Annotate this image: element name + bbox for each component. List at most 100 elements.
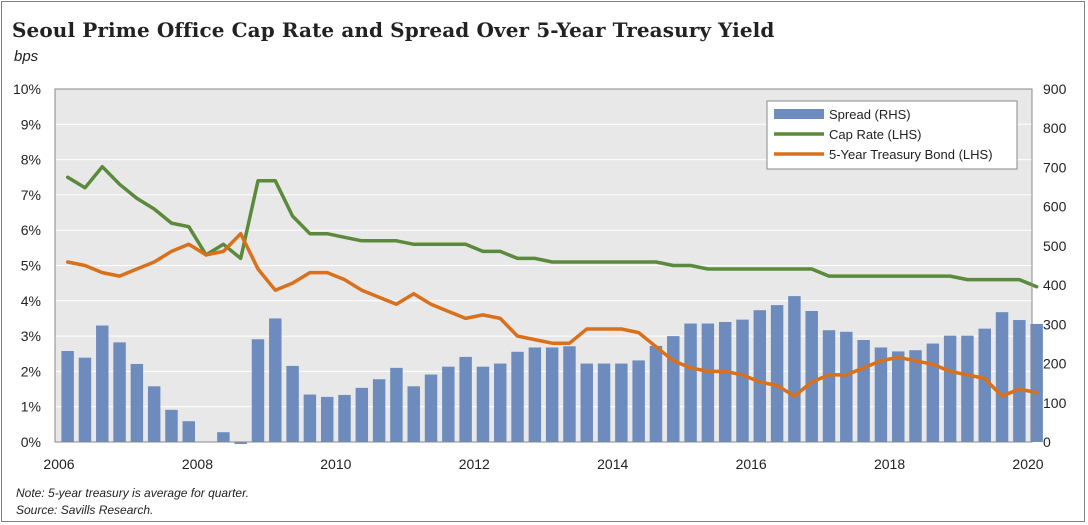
x-tick-label: 2010 [320, 456, 351, 472]
spread-bars [61, 296, 1043, 444]
y-left-tick-label: 3% [21, 328, 41, 344]
spread-bar [1013, 320, 1026, 442]
spread-bar [978, 328, 991, 442]
y-left-tick-label: 5% [21, 258, 41, 274]
y-left-tick-label: 9% [21, 116, 41, 132]
spread-bar [788, 296, 801, 442]
y-right-tick-label: 600 [1043, 199, 1067, 215]
spread-bar [217, 432, 230, 442]
spread-bar [684, 323, 697, 442]
spread-bar [667, 336, 680, 442]
spread-bar [269, 318, 282, 442]
treasury-line [65, 231, 1039, 398]
spread-bar [320, 396, 334, 442]
spread-bar [407, 386, 420, 442]
legend: Spread (RHS) Cap Rate (LHS) 5-Year Treasur… [766, 100, 1018, 170]
y-right-tick-label: 500 [1043, 238, 1067, 254]
spread-bar [476, 366, 490, 442]
spread-bar [113, 342, 126, 442]
axes: 0% 1% 2% 3% 4% 5% 6% 7% 8% 9% 10% 0 100 200 300 400 500 6… [13, 81, 1067, 472]
y-right-tick-label: 0 [1043, 434, 1051, 450]
legend-label: 5-Year Treasury Bond (LHS) [829, 147, 993, 162]
spread-bar [1030, 323, 1043, 442]
spread-bar [874, 347, 888, 442]
y-right-tick-label: 700 [1043, 159, 1067, 175]
spread-bar [736, 319, 749, 442]
y-left-tick-label: 0% [21, 434, 41, 450]
spread-bar [234, 442, 247, 444]
spread-bar [615, 363, 628, 442]
note-text: Note: 5-year treasury is average for qua… [16, 486, 249, 500]
spread-bar [891, 351, 905, 442]
spread-bar [909, 350, 922, 442]
y-left-tick-label: 10% [13, 81, 41, 97]
spread-bar [563, 346, 576, 442]
legend-label: Cap Rate (LHS) [829, 127, 921, 142]
legend-swatch-spread [774, 109, 824, 119]
x-tick-label: 2008 [182, 456, 213, 472]
spread-bar [442, 366, 455, 442]
spread-bar [303, 394, 317, 442]
legend-label: Spread (RHS) [829, 107, 911, 122]
chart-svg: 0% 1% 2% 3% 4% 5% 6% 7% 8% 9% 10% 0 100 200 300 400 500 6… [13, 81, 1067, 472]
spread-bar [130, 363, 144, 442]
spread-bar [424, 374, 438, 442]
spread-bar [632, 360, 645, 442]
spread-bar [78, 357, 92, 442]
spread-bar [580, 363, 593, 442]
spread-bar [649, 345, 663, 442]
spread-bar [355, 387, 369, 442]
y-right-tick-label: 800 [1043, 120, 1067, 136]
spread-bar [545, 347, 559, 442]
y-right-tick-label: 200 [1043, 356, 1067, 372]
spread-bar [338, 394, 351, 442]
spread-bar [943, 335, 957, 442]
spread-bar [251, 339, 265, 442]
y-right-tick-label: 400 [1043, 277, 1067, 293]
y-left-tick-label: 8% [21, 152, 41, 168]
y-right-tick-label: 900 [1043, 81, 1067, 97]
spread-bar [494, 363, 507, 442]
spread-bar [511, 351, 524, 442]
spread-bar [147, 386, 161, 442]
spread-bar [805, 310, 818, 442]
y-right-tick-label: 300 [1043, 316, 1067, 332]
spread-bar [96, 325, 109, 442]
chart-title: Seoul Prime Office Cap Rate and Spread O… [12, 18, 775, 42]
plot-border [54, 88, 1033, 443]
line-series [65, 164, 1039, 398]
spread-bar [770, 305, 784, 442]
spread-bar [528, 347, 542, 442]
spread-bar [926, 343, 940, 442]
y-left-tick-label: 4% [21, 293, 41, 309]
spread-bar [597, 363, 611, 442]
spread-bar [995, 312, 1009, 442]
x-tick-label: 2014 [597, 456, 628, 472]
spread-bar [840, 331, 853, 442]
spread-bar [822, 330, 836, 442]
y-left-tick-label: 1% [21, 399, 41, 415]
spread-bar [372, 379, 386, 442]
spread-bar [61, 351, 74, 442]
spread-bar [459, 356, 472, 442]
spread-bar [753, 310, 767, 442]
spread-bar [857, 340, 870, 442]
spread-bar [182, 421, 196, 442]
cap-rate-line [65, 164, 1039, 289]
x-tick-label: 2006 [43, 456, 74, 472]
source-text: Source: Savills Research. [16, 503, 154, 517]
spread-bar [390, 367, 403, 442]
x-tick-label: 2020 [1012, 456, 1043, 472]
x-tick-label: 2018 [874, 456, 905, 472]
x-tick-label: 2012 [459, 456, 490, 472]
y-left-tick-label: 6% [21, 222, 41, 238]
x-tick-label: 2016 [736, 456, 767, 472]
spread-bar [286, 365, 299, 442]
spread-bar [961, 335, 974, 442]
y-left-tick-label: 2% [21, 363, 41, 379]
chart-subtitle: bps [14, 48, 39, 65]
spread-bar [165, 409, 178, 442]
spread-bar [718, 321, 732, 442]
spread-bar [701, 323, 715, 442]
